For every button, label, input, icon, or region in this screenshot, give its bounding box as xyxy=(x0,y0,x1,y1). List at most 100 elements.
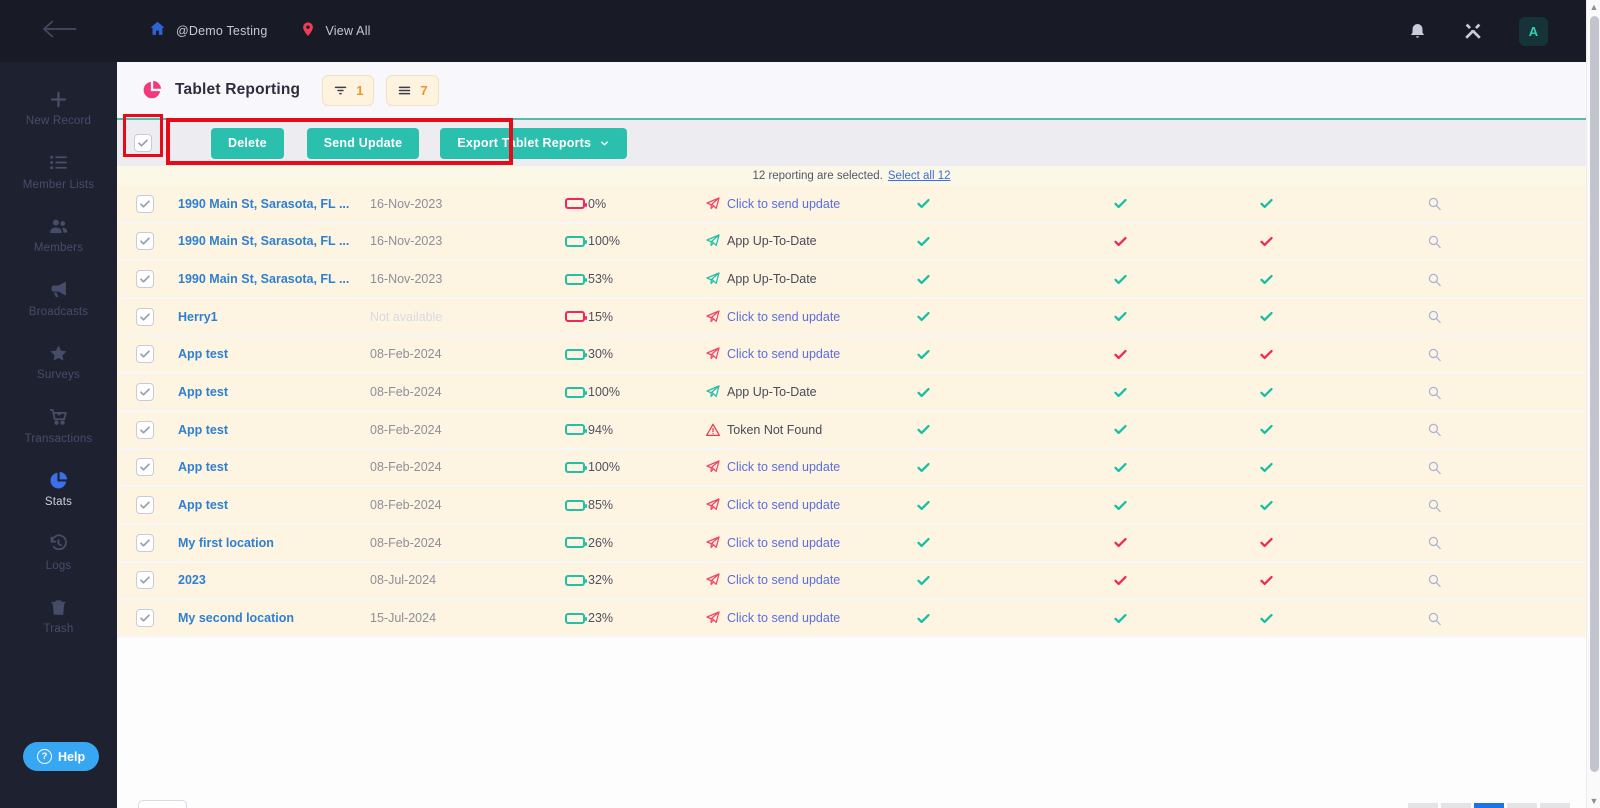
select-all-checkbox[interactable] xyxy=(134,134,152,152)
record-name-link[interactable]: 1990 Main St, Sarasota, FL ... xyxy=(178,272,350,287)
battery-percent: 15% xyxy=(588,309,614,324)
record-name-link[interactable]: Herry1 xyxy=(178,309,218,324)
page-size-selector-partial[interactable] xyxy=(138,800,187,808)
row-checkbox[interactable] xyxy=(136,307,154,326)
battery-icon xyxy=(565,386,587,398)
scroll-up-arrow[interactable]: ▲ xyxy=(1589,2,1599,12)
check-indicator-2 xyxy=(991,347,1249,362)
magnifier-icon[interactable] xyxy=(1283,421,1586,438)
magnifier-icon[interactable] xyxy=(1283,534,1586,551)
magnifier-icon[interactable] xyxy=(1283,459,1586,476)
pagination-segment[interactable] xyxy=(1441,803,1471,808)
page-title: Tablet Reporting xyxy=(175,81,301,98)
row-checkbox[interactable] xyxy=(136,383,154,402)
back-button[interactable] xyxy=(0,19,117,44)
sidebar-item-trash[interactable]: Trash xyxy=(0,584,117,648)
status-text[interactable]: Click to send update xyxy=(727,535,841,550)
sidebar-item-new-record[interactable]: New Record xyxy=(0,76,117,140)
record-name-link[interactable]: App test xyxy=(178,385,228,400)
magnifier-icon[interactable] xyxy=(1283,271,1586,288)
sidebar-item-members[interactable]: Members xyxy=(0,203,117,267)
magnifier-icon[interactable] xyxy=(1283,384,1586,401)
status-text[interactable]: Click to send update xyxy=(727,347,841,362)
sidebar-item-logs[interactable]: Logs xyxy=(0,521,117,585)
pagination-segment[interactable] xyxy=(1507,803,1537,808)
sidebar-item-label: Surveys xyxy=(37,369,80,382)
record-date: 08-Feb-2024 xyxy=(370,498,442,513)
list-view-badge[interactable]: 7 xyxy=(386,74,439,106)
send-plane-icon xyxy=(705,233,721,249)
list-icon xyxy=(48,152,70,174)
bell-icon[interactable] xyxy=(1408,22,1427,41)
avatar[interactable]: A xyxy=(1519,16,1548,46)
chevron-down-icon xyxy=(599,138,610,149)
view-all[interactable]: View All xyxy=(300,20,371,43)
table-row: Herry1 Not available 15% Click to send u… xyxy=(117,298,1586,337)
workspace-home[interactable]: @Demo Testing xyxy=(149,20,268,42)
magnifier-icon[interactable] xyxy=(1283,497,1586,514)
pagination-segment[interactable] xyxy=(1540,803,1570,808)
record-name-link[interactable]: 2023 xyxy=(178,573,206,588)
sidebar-item-label: Transactions xyxy=(24,432,93,445)
record-name-link[interactable]: My first location xyxy=(178,535,274,550)
pagination-segment[interactable] xyxy=(1408,803,1438,808)
row-checkbox[interactable] xyxy=(136,609,154,628)
row-checkbox[interactable] xyxy=(136,496,154,515)
help-button[interactable]: ? Help xyxy=(23,742,100,771)
record-name-link[interactable]: App test xyxy=(178,422,228,437)
scroll-down-arrow[interactable]: ▼ xyxy=(1589,796,1599,806)
battery-icon xyxy=(565,499,587,511)
battery-icon xyxy=(565,612,587,624)
sidebar-item-stats[interactable]: Stats xyxy=(0,457,117,521)
check-indicator-2 xyxy=(991,309,1249,324)
row-checkbox[interactable] xyxy=(136,458,154,477)
status-text[interactable]: Click to send update xyxy=(727,611,841,626)
row-checkbox[interactable] xyxy=(136,533,154,552)
tools-icon[interactable] xyxy=(1463,21,1483,41)
table-row: App test 08-Feb-2024 94% Token Not Found xyxy=(117,411,1586,450)
sidebar-item-surveys[interactable]: Surveys xyxy=(0,330,117,394)
sidebar-item-broadcasts[interactable]: Broadcasts xyxy=(0,267,117,331)
select-all-link[interactable]: Select all 12 xyxy=(887,170,951,182)
status-text[interactable]: Click to send update xyxy=(727,196,841,211)
row-checkbox[interactable] xyxy=(136,270,154,289)
magnifier-icon[interactable] xyxy=(1283,308,1586,325)
status-text[interactable]: Click to send update xyxy=(727,460,841,475)
battery-percent: 100% xyxy=(588,385,620,400)
status-cell: Click to send update xyxy=(705,459,855,475)
magnifier-icon[interactable] xyxy=(1283,572,1586,589)
delete-button[interactable]: Delete xyxy=(211,127,284,159)
sidebar-item-label: Trash xyxy=(43,623,74,636)
send-update-button[interactable]: Send Update xyxy=(306,127,420,159)
export-tablet-reports-button[interactable]: Export Tablet Reports xyxy=(440,127,628,159)
battery-percent: 26% xyxy=(588,535,614,550)
pagination-segment-active[interactable] xyxy=(1474,803,1504,808)
record-date: 16-Nov-2023 xyxy=(370,196,443,211)
magnifier-icon[interactable] xyxy=(1283,610,1586,627)
magnifier-icon[interactable] xyxy=(1283,195,1586,212)
status-text[interactable]: Click to send update xyxy=(727,573,841,588)
magnifier-icon[interactable] xyxy=(1283,233,1586,250)
filter-badge[interactable]: 1 xyxy=(322,74,375,106)
vertical-scrollbar[interactable]: ▲ ▼ xyxy=(1586,0,1600,808)
check-indicator-3 xyxy=(1249,234,1283,249)
record-name-link[interactable]: App test xyxy=(178,347,228,362)
table-row: 1990 Main St, Sarasota, FL ... 16-Nov-20… xyxy=(117,223,1586,262)
magnifier-icon[interactable] xyxy=(1283,346,1586,363)
record-name-link[interactable]: App test xyxy=(178,498,228,513)
sidebar-item-transactions[interactable]: Transactions xyxy=(0,394,117,458)
status-text[interactable]: Click to send update xyxy=(727,309,841,324)
row-checkbox[interactable] xyxy=(136,194,154,213)
sidebar-item-member-lists[interactable]: Member Lists xyxy=(0,140,117,204)
check-indicator-1 xyxy=(855,611,991,626)
scrollbar-thumb[interactable] xyxy=(1589,16,1599,772)
record-name-link[interactable]: App test xyxy=(178,460,228,475)
status-text[interactable]: Click to send update xyxy=(727,498,841,513)
record-name-link[interactable]: My second location xyxy=(178,611,294,626)
record-name-link[interactable]: 1990 Main St, Sarasota, FL ... xyxy=(178,196,350,211)
row-checkbox[interactable] xyxy=(136,232,154,251)
row-checkbox[interactable] xyxy=(136,345,154,364)
row-checkbox[interactable] xyxy=(136,571,154,590)
record-name-link[interactable]: 1990 Main St, Sarasota, FL ... xyxy=(178,234,350,249)
row-checkbox[interactable] xyxy=(136,420,154,439)
